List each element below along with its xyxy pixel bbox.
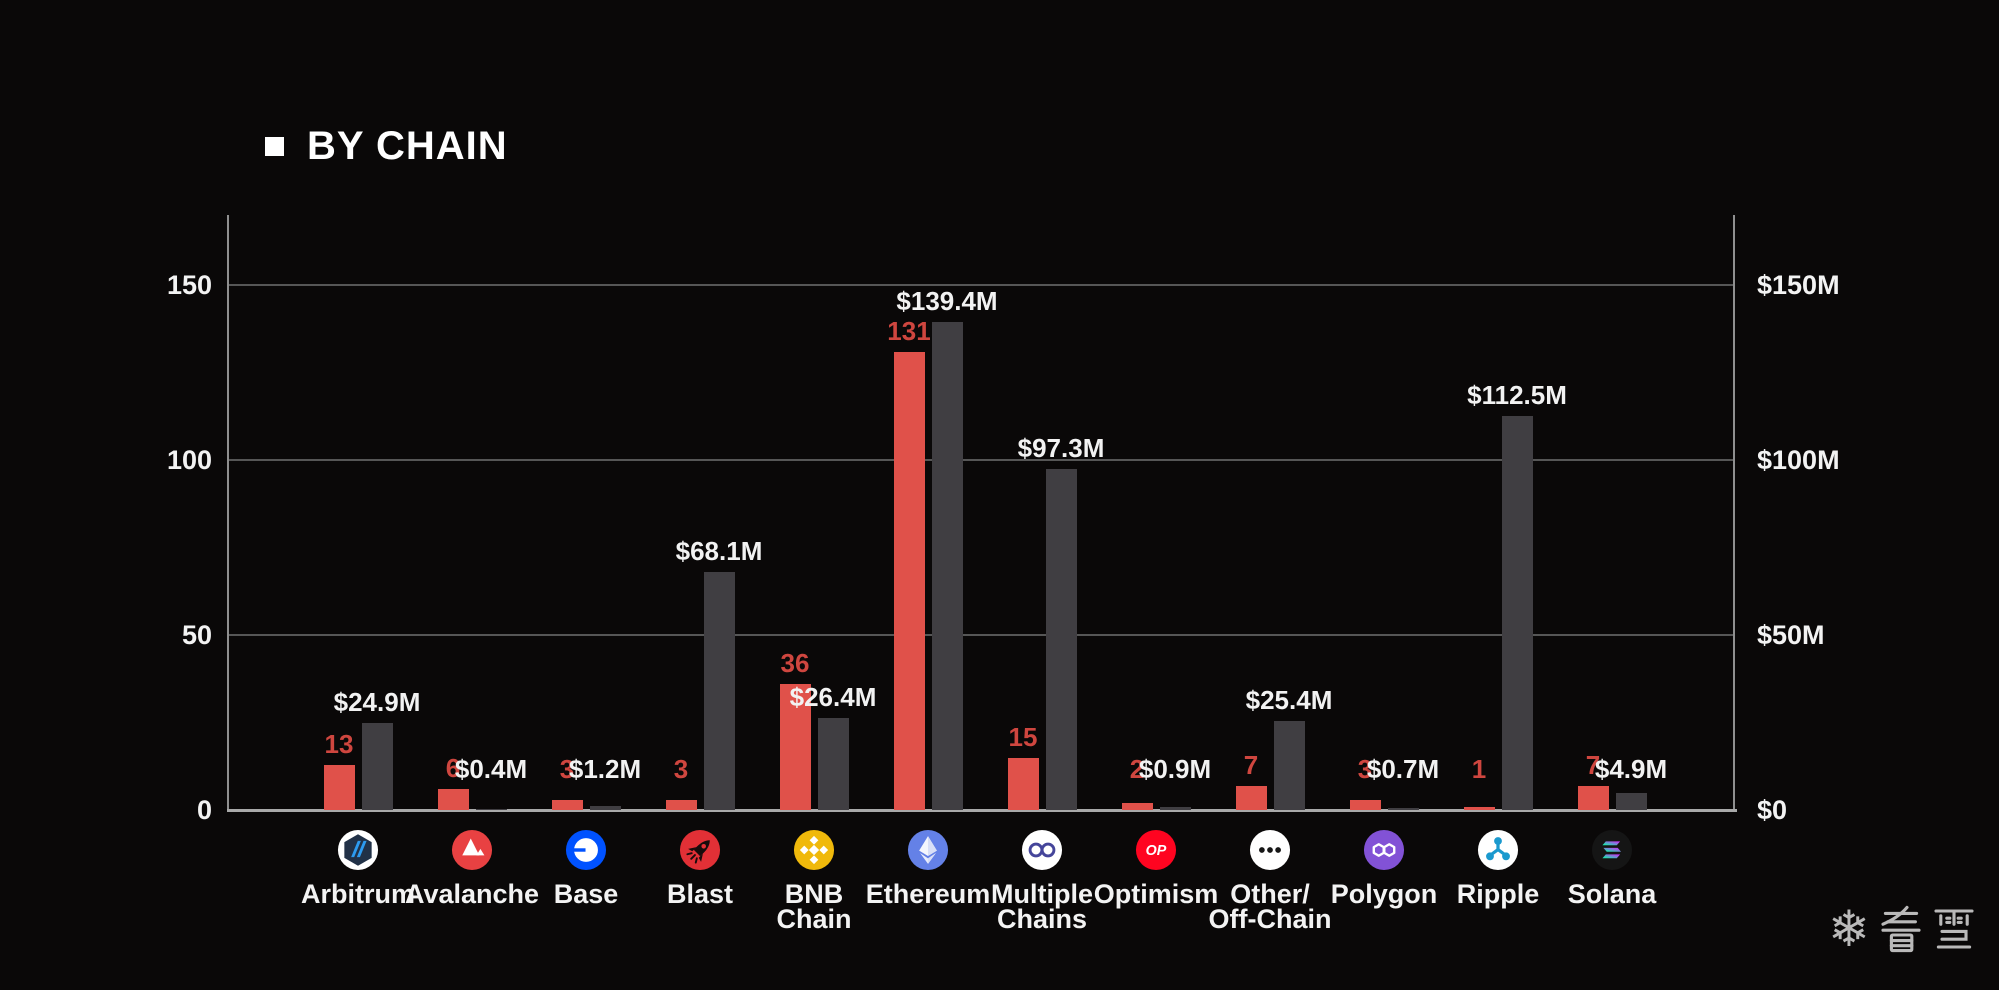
amount-bar-multiple-chains [1045, 469, 1077, 810]
y-axis-left-tick-50: 50 [181, 620, 212, 650]
chain-icon-ethereum [907, 829, 949, 871]
y-axis-right-tick-150m: $150M [1757, 270, 1840, 300]
category-label-ethereum: Ethereum [865, 879, 991, 909]
amount-bar-base [589, 805, 621, 810]
count-label-base: 3 [559, 754, 575, 784]
category-label-arbitrum: Arbitrum [301, 879, 415, 909]
chain-icon-bnb-chain [793, 829, 835, 871]
count-bar-ethereum [893, 351, 925, 810]
amount-bar-ripple [1501, 416, 1533, 810]
category-label-avalanche: Avalanche [404, 879, 540, 909]
amount-bar-bnb-chain [817, 717, 849, 810]
count-label-polygon: 3 [1357, 754, 1373, 784]
chain-icon-avalanche [451, 829, 493, 871]
count-bar-blast [665, 799, 697, 810]
category-label-blast: Blast [666, 879, 734, 909]
chain-icon-blast [679, 829, 721, 871]
count-label-solana: 7 [1585, 749, 1601, 780]
kanxue-watermark: ❄ 看雪 [1828, 903, 1976, 955]
y-axis-left-tick-0: 0 [196, 795, 212, 825]
gridline-100 [227, 459, 1735, 461]
amount-bar-other-off-chain [1273, 721, 1305, 810]
amount-bar-optimism [1159, 806, 1191, 810]
chain-icon-polygon [1363, 829, 1405, 871]
chain-icon-arbitrum [337, 829, 379, 871]
count-label-arbitrum: 13 [324, 728, 354, 759]
y-axis-right-line [1733, 215, 1735, 810]
snowflake-icon: ❄ [1828, 901, 1870, 957]
category-label-other-off-chain: Other/ Off-Chain [1208, 879, 1332, 934]
category-label-base: Base [553, 879, 619, 909]
amount-label-base: $1.2M [568, 754, 642, 784]
count-label-blast: 3 [673, 754, 689, 784]
kanxue-char-xue-icon [1934, 909, 1974, 949]
chain-icon-ripple [1477, 829, 1519, 871]
count-label-bnb-chain: 36 [780, 648, 810, 678]
category-label-bnb-chain: BNB Chain [776, 879, 852, 934]
svg-text:OP: OP [1146, 843, 1167, 859]
x-axis-baseline [227, 809, 1737, 812]
category-label-optimism: Optimism [1093, 879, 1219, 909]
y-axis-left-tick-150: 150 [166, 270, 212, 300]
amount-bar-arbitrum [361, 722, 393, 810]
amount-bar-avalanche [475, 808, 507, 810]
count-label-other-off-chain: 7 [1243, 749, 1259, 780]
count-bar-base [551, 799, 583, 810]
amount-bar-solana [1615, 792, 1647, 810]
amount-label-ethereum: $139.4M [896, 286, 998, 317]
amount-label-arbitrum: $24.9M [333, 686, 421, 717]
count-bar-polygon [1349, 799, 1381, 810]
count-bar-bnb-chain [779, 684, 811, 810]
category-label-solana: Solana [1567, 879, 1657, 909]
y-axis-right-tick-50m: $50M [1757, 620, 1825, 650]
amount-label-other-off-chain: $25.4M [1245, 685, 1333, 716]
category-label-polygon: Polygon [1330, 879, 1438, 909]
count-bar-optimism [1121, 803, 1153, 810]
chain-icon-base [565, 829, 607, 871]
count-label-ripple: 1 [1471, 754, 1487, 784]
amount-label-polygon: $0.7M [1366, 754, 1440, 784]
count-bar-arbitrum [323, 764, 355, 810]
chain-icon-multiple-chains [1021, 829, 1063, 871]
amount-label-ripple: $112.5M [1467, 380, 1567, 411]
count-label-optimism: 2 [1129, 754, 1145, 784]
amount-bar-polygon [1387, 807, 1419, 810]
y-axis-right-tick-100m: $100M [1757, 445, 1840, 475]
category-label-ripple: Ripple [1456, 879, 1540, 909]
chain-icon-other-off-chain [1249, 829, 1291, 871]
count-bar-other-off-chain [1235, 785, 1267, 810]
kanxue-char-kan-icon [1881, 905, 1921, 953]
chart-title-row: BY CHAIN [265, 124, 508, 169]
amount-label-solana: $4.9M [1594, 754, 1668, 784]
amount-label-bnb-chain: $26.4M [789, 681, 877, 712]
chain-icon-solana [1591, 829, 1633, 871]
y-axis-right-tick-0: $0 [1757, 795, 1788, 825]
gridline-150 [227, 284, 1735, 286]
category-label-multiple-chains: Multiple Chains [991, 879, 1093, 934]
gridline-50 [227, 634, 1735, 636]
count-label-ethereum: 131 [887, 315, 931, 346]
chain-icon-optimism: OP [1135, 829, 1177, 871]
count-bar-multiple-chains [1007, 757, 1039, 810]
amount-label-blast: $68.1M [675, 535, 763, 566]
y-axis-left-line [227, 215, 229, 810]
amount-label-avalanche: $0.4M [454, 754, 528, 784]
amount-bar-blast [703, 571, 735, 810]
chart-title: BY CHAIN [307, 124, 508, 168]
count-bar-avalanche [437, 789, 469, 810]
y-axis-left-tick-100: 100 [166, 445, 212, 475]
count-label-multiple-chains: 15 [1008, 721, 1038, 752]
title-bullet-square-icon [265, 137, 284, 156]
count-label-avalanche: 6 [445, 753, 461, 783]
amount-bar-ethereum [931, 322, 963, 810]
count-bar-ripple [1463, 806, 1495, 810]
count-bar-solana [1577, 785, 1609, 810]
amount-label-multiple-chains: $97.3M [1017, 433, 1105, 464]
amount-label-optimism: $0.9M [1138, 754, 1212, 784]
